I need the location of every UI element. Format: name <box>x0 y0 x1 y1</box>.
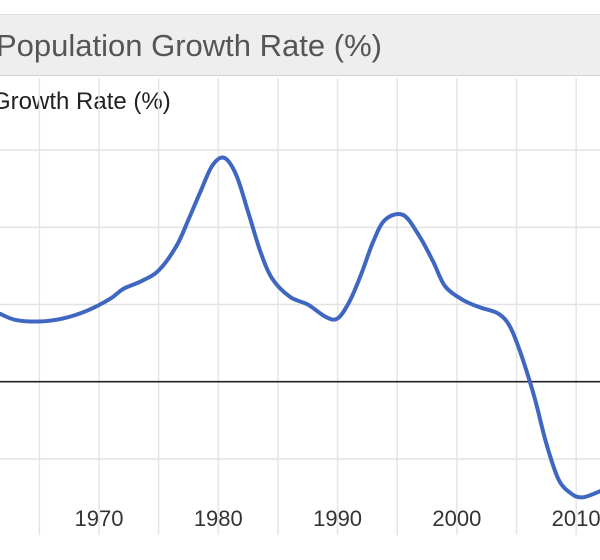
series-line-0 <box>0 155 600 500</box>
x-tick-labels: 1970 1980 1990 2000 2010 <box>75 506 600 531</box>
x-tick-label-2010: 2010 <box>552 506 600 531</box>
series-layer <box>0 155 600 500</box>
chart-title: Population Growth Rate (%) <box>0 28 382 63</box>
x-tick-label-1980: 1980 <box>194 506 243 531</box>
x-tick-label-2000: 2000 <box>432 506 481 531</box>
y-axis-title: Growth Rate (%) <box>0 88 171 115</box>
x-tick-label-1990: 1990 <box>313 506 362 531</box>
chart-title-bar: Population Growth Rate (%) <box>0 14 600 76</box>
horizontal-gridlines <box>0 149 600 460</box>
x-tick-label-1970: 1970 <box>75 506 124 531</box>
